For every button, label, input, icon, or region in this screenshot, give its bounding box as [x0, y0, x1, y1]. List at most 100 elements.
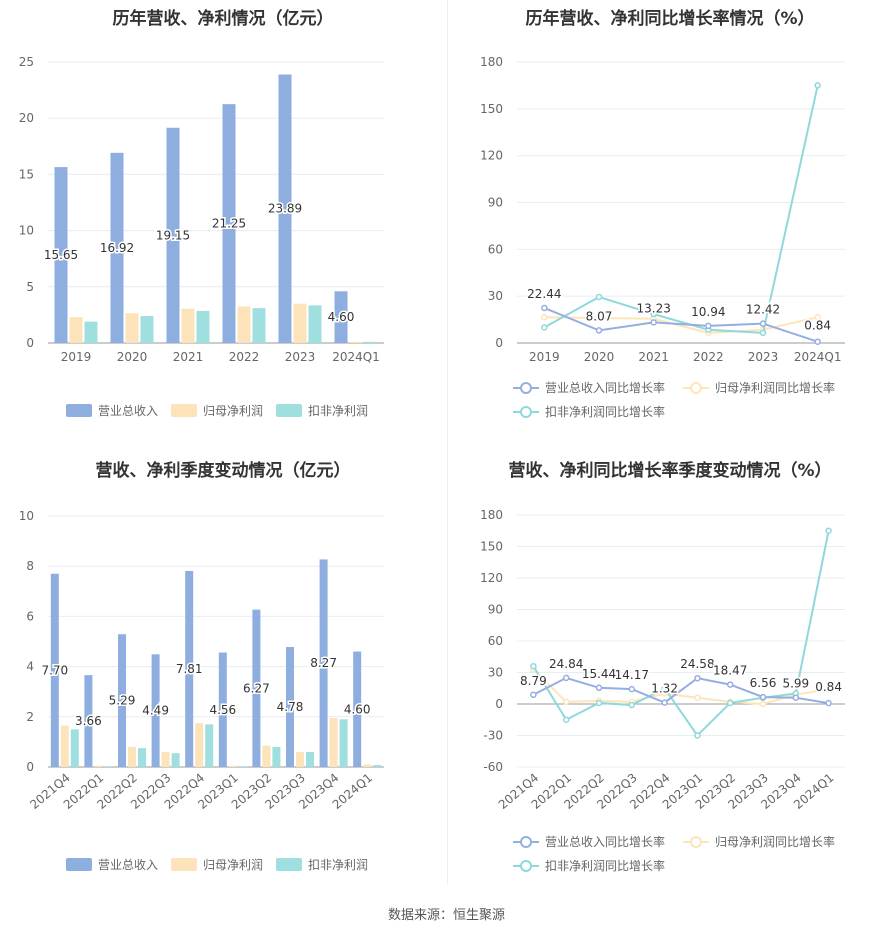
- y-tick-label: -60: [483, 760, 503, 774]
- legend-item-revenue[interactable]: 营业总收入: [66, 856, 158, 873]
- legend-swatch: [66, 404, 92, 417]
- data-point: [530, 691, 537, 699]
- legend-label: 营业总收入: [98, 858, 159, 872]
- data-point: [541, 324, 548, 331]
- data-label: 0.84: [815, 680, 842, 694]
- bar: [308, 305, 322, 343]
- bar: [339, 719, 348, 767]
- legend-swatch: [513, 859, 539, 872]
- data-point: [759, 320, 767, 327]
- legend-swatch: [513, 381, 539, 394]
- y-tick-label: 5: [26, 280, 34, 294]
- bar: [140, 316, 154, 343]
- y-tick-label: 25: [19, 55, 34, 69]
- bar: [222, 104, 236, 344]
- data-point: [595, 684, 603, 692]
- y-tick-label: 6: [26, 609, 34, 623]
- x-tick-label: 2022: [693, 350, 724, 364]
- legend-item-net-profit-growth[interactable]: 归母净利润同比增长率: [683, 379, 835, 396]
- data-point: [628, 685, 636, 693]
- bar: [94, 765, 103, 767]
- x-tick-label: 2021: [638, 350, 669, 364]
- legend-item-net-profit-growth[interactable]: 归母净利润同比增长率: [683, 833, 835, 850]
- data-point: [694, 674, 701, 682]
- bar: [334, 291, 348, 343]
- data-label: 0.84: [804, 319, 831, 333]
- y-tick-label: 150: [480, 102, 503, 116]
- data-label: 18.47: [713, 664, 747, 678]
- x-tick-label: 2023: [285, 350, 316, 364]
- data-point: [595, 293, 603, 301]
- y-tick-label: 120: [480, 149, 503, 163]
- data-point: [562, 716, 570, 723]
- legend-label: 营业总收入: [98, 404, 159, 418]
- legend-item-revenue-growth[interactable]: 营业总收入同比增长率: [513, 833, 665, 850]
- data-label: 13.23: [636, 301, 670, 315]
- data-point: [726, 681, 734, 688]
- legend-label: 归母净利润同比增长率: [715, 381, 836, 395]
- data-point: [814, 82, 821, 89]
- data-label: 21.25: [212, 217, 246, 231]
- legend-item-deducted-growth[interactable]: 扣非净利润同比增长率: [513, 403, 665, 420]
- bar: [296, 751, 304, 767]
- series-line: [543, 85, 819, 334]
- x-tick-label: 2023: [748, 350, 779, 364]
- series-line: [532, 676, 829, 705]
- data-label: 8.27: [310, 656, 337, 670]
- legend-item-revenue[interactable]: 营业总收入: [66, 402, 158, 419]
- bar: [319, 559, 328, 767]
- bar: [364, 341, 378, 343]
- data-label: 19.15: [156, 228, 190, 242]
- legend-label: 扣非净利润同比增长率: [545, 405, 666, 419]
- data-point: [661, 685, 668, 692]
- bar: [54, 167, 68, 343]
- data-point: [562, 674, 570, 682]
- data-label: 23.89: [268, 202, 302, 216]
- bar: [238, 766, 247, 767]
- x-tick-label: 2021: [173, 350, 204, 364]
- bar: [306, 751, 314, 767]
- legend-swatch: [683, 835, 709, 848]
- legend-item-net-profit[interactable]: 归母净利润: [171, 856, 263, 873]
- bar: [161, 751, 170, 767]
- x-tick-label: 2020: [117, 350, 148, 364]
- legend-swatch: [171, 858, 197, 871]
- data-point: [595, 699, 603, 707]
- legend-label: 归母净利润: [203, 858, 264, 872]
- data-label: 5.29: [109, 694, 136, 708]
- bar: [218, 652, 227, 767]
- legend-item-deducted-profit[interactable]: 扣非净利润: [276, 856, 368, 873]
- bar: [293, 303, 307, 343]
- bar: [252, 308, 266, 343]
- data-point: [759, 700, 767, 708]
- data-label: 5.99: [782, 677, 809, 691]
- data-label: 4.49: [142, 704, 169, 718]
- bar: [128, 746, 136, 767]
- data-label: 8.79: [520, 674, 547, 688]
- legend-item-net-profit[interactable]: 归母净利润: [171, 402, 263, 419]
- data-point: [694, 694, 701, 701]
- chart-title: 营收、净利同比增长率季度变动情况（%）: [508, 461, 832, 481]
- data-point: [595, 314, 603, 322]
- y-tick-label: 90: [488, 603, 503, 617]
- data-label: 4.60: [344, 702, 371, 716]
- data-label: 12.42: [746, 303, 780, 317]
- legend-item-deducted-growth[interactable]: 扣非净利润同比增长率: [513, 857, 665, 874]
- bar: [349, 341, 363, 343]
- y-tick-label: 20: [19, 111, 34, 125]
- data-label: 7.81: [176, 662, 203, 676]
- series-line: [532, 530, 830, 738]
- bar: [151, 654, 160, 767]
- legend-swatch: [171, 404, 197, 417]
- bar: [125, 313, 139, 343]
- data-source-note: 数据来源：恒生聚源: [387, 908, 505, 923]
- legend-label: 扣非净利润: [308, 858, 369, 872]
- bar: [262, 745, 271, 767]
- y-tick-label: 30: [488, 289, 503, 303]
- x-tick-label: 2024Q1: [794, 350, 842, 364]
- y-tick-label: -30: [483, 729, 503, 743]
- legend-item-revenue-growth[interactable]: 营业总收入同比增长率: [513, 379, 665, 396]
- data-label: 24.58: [680, 657, 714, 671]
- data-point: [661, 699, 668, 706]
- legend-item-deducted-profit[interactable]: 扣非净利润: [276, 402, 368, 419]
